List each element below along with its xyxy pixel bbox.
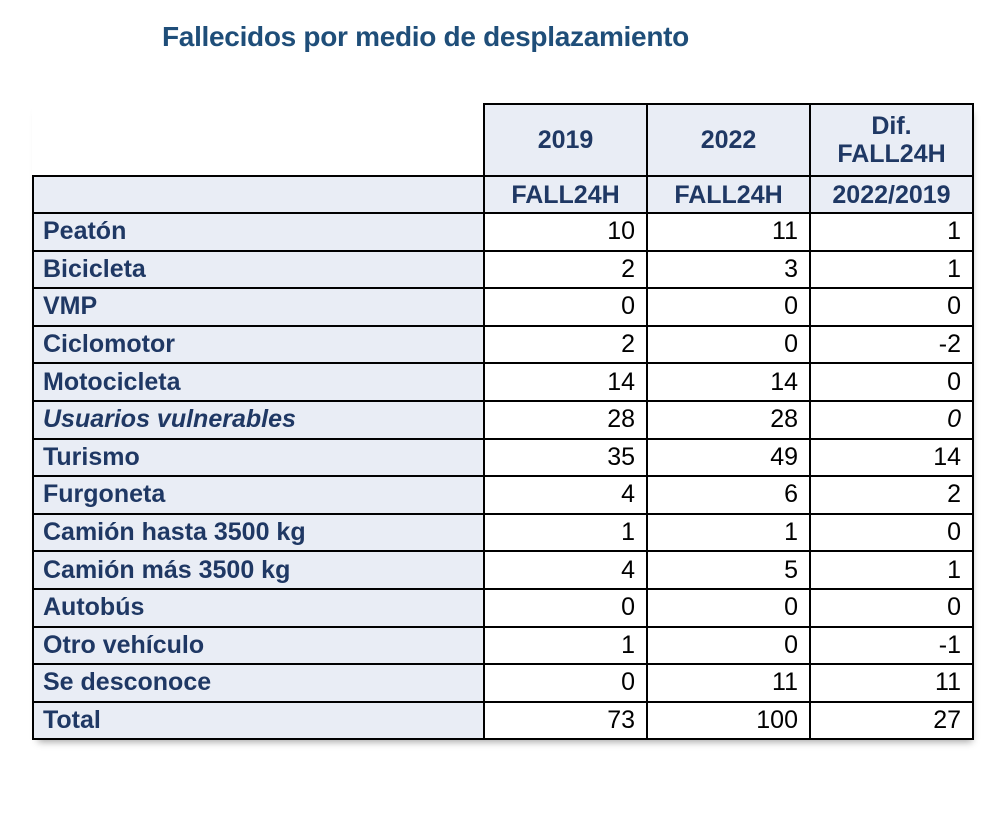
- table-row-camion-mas-3500: Camión más 3500 kg 4 5 1: [32, 550, 974, 590]
- row-label: Usuarios vulnerables: [32, 399, 485, 440]
- value-dif: 1: [809, 550, 974, 590]
- value-2022: 6: [646, 475, 811, 515]
- value-2022: 0: [646, 287, 811, 327]
- table-row-peaton: Peatón 10 11 1: [32, 212, 974, 252]
- value-dif: 1: [809, 212, 974, 252]
- value-dif: 0: [809, 287, 974, 327]
- value-2022: 1: [646, 512, 811, 553]
- value-2019: 4: [483, 550, 648, 590]
- table-row-ciclomotor: Ciclomotor 2 0 -2: [32, 324, 974, 365]
- col-header-dif-line2: FALL24H: [837, 140, 946, 168]
- value-2019: 0: [483, 287, 648, 327]
- value-dif: 0: [809, 362, 974, 402]
- value-2019: 73: [483, 700, 648, 741]
- value-2022: 0: [646, 587, 811, 628]
- value-2019: 1: [483, 512, 648, 553]
- table-row-otro-vehiculo: Otro vehículo 1 0 -1: [32, 625, 974, 666]
- table-subheader-row: FALL24H FALL24H 2022/2019: [32, 175, 974, 214]
- row-label: Total: [32, 700, 485, 741]
- row-label: Otro vehículo: [32, 625, 485, 666]
- subheader-empty-label-cell: [32, 175, 485, 214]
- table-row-motocicleta: Motocicleta 14 14 0: [32, 362, 974, 402]
- row-label: Peatón: [32, 212, 485, 252]
- table-row-bicicleta: Bicicleta 2 3 1: [32, 249, 974, 290]
- table-row-vmp: VMP 0 0 0: [32, 287, 974, 327]
- value-2022: 0: [646, 324, 811, 365]
- row-label: Turismo: [32, 437, 485, 478]
- header-blank-corner: [33, 104, 484, 176]
- value-2022: 11: [646, 212, 811, 252]
- value-2019: 28: [483, 399, 648, 440]
- table-row-furgoneta: Furgoneta 4 6 2: [32, 475, 974, 515]
- value-2019: 0: [483, 587, 648, 628]
- table-row-autobus: Autobús 0 0 0: [32, 587, 974, 628]
- row-label: Camión más 3500 kg: [32, 550, 485, 590]
- value-dif: -2: [809, 324, 974, 365]
- value-dif: 14: [809, 437, 974, 478]
- row-label: VMP: [32, 287, 485, 327]
- fatalities-table: 2019 2022 Dif. FALL24H FALL24H FALL24H 2…: [32, 103, 974, 741]
- row-label: Ciclomotor: [32, 324, 485, 365]
- value-2022: 14: [646, 362, 811, 402]
- value-2019: 2: [483, 249, 648, 290]
- value-dif: 0: [809, 399, 974, 440]
- value-2019: 4: [483, 475, 648, 515]
- page-title: Fallecidos por medio de desplazamiento: [162, 21, 689, 52]
- col-header-2022: 2022: [646, 103, 811, 177]
- value-2019: 10: [483, 212, 648, 252]
- value-2022: 3: [646, 249, 811, 290]
- table-row-se-desconoce: Se desconoce 0 11 11: [32, 663, 974, 703]
- row-label: Camión hasta 3500 kg: [32, 512, 485, 553]
- value-2022: 5: [646, 550, 811, 590]
- value-dif: -1: [809, 625, 974, 666]
- value-dif: 1: [809, 249, 974, 290]
- value-2022: 49: [646, 437, 811, 478]
- value-2019: 1: [483, 625, 648, 666]
- table-row-turismo: Turismo 35 49 14: [32, 437, 974, 478]
- value-2019: 14: [483, 362, 648, 402]
- row-label: Bicicleta: [32, 249, 485, 290]
- value-2019: 35: [483, 437, 648, 478]
- table-row-total: Total 73 100 27: [32, 700, 974, 741]
- value-dif: 0: [809, 512, 974, 553]
- col-header-dif: Dif. FALL24H: [809, 103, 974, 177]
- value-2019: 2: [483, 324, 648, 365]
- value-2022: 100: [646, 700, 811, 741]
- value-2019: 0: [483, 663, 648, 703]
- table-row-usuarios-vulnerables: Usuarios vulnerables 28 28 0: [32, 399, 974, 440]
- value-2022: 28: [646, 399, 811, 440]
- subheader-fall24h-2022: FALL24H: [646, 175, 811, 214]
- value-dif: 0: [809, 587, 974, 628]
- row-label: Furgoneta: [32, 475, 485, 515]
- value-2022: 11: [646, 663, 811, 703]
- value-dif: 27: [809, 700, 974, 741]
- value-dif: 2: [809, 475, 974, 515]
- row-label: Se desconoce: [32, 663, 485, 703]
- row-label: Motocicleta: [32, 362, 485, 402]
- row-label: Autobús: [32, 587, 485, 628]
- table-row-camion-hasta-3500: Camión hasta 3500 kg 1 1 0: [32, 512, 974, 553]
- subheader-2022-2019: 2022/2019: [809, 175, 974, 214]
- col-header-dif-line1: Dif.: [871, 112, 912, 140]
- value-dif: 11: [809, 663, 974, 703]
- table-header-years-row: 2019 2022 Dif. FALL24H: [33, 103, 974, 177]
- value-2022: 0: [646, 625, 811, 666]
- col-header-2019: 2019: [483, 103, 648, 177]
- subheader-fall24h-2019: FALL24H: [483, 175, 648, 214]
